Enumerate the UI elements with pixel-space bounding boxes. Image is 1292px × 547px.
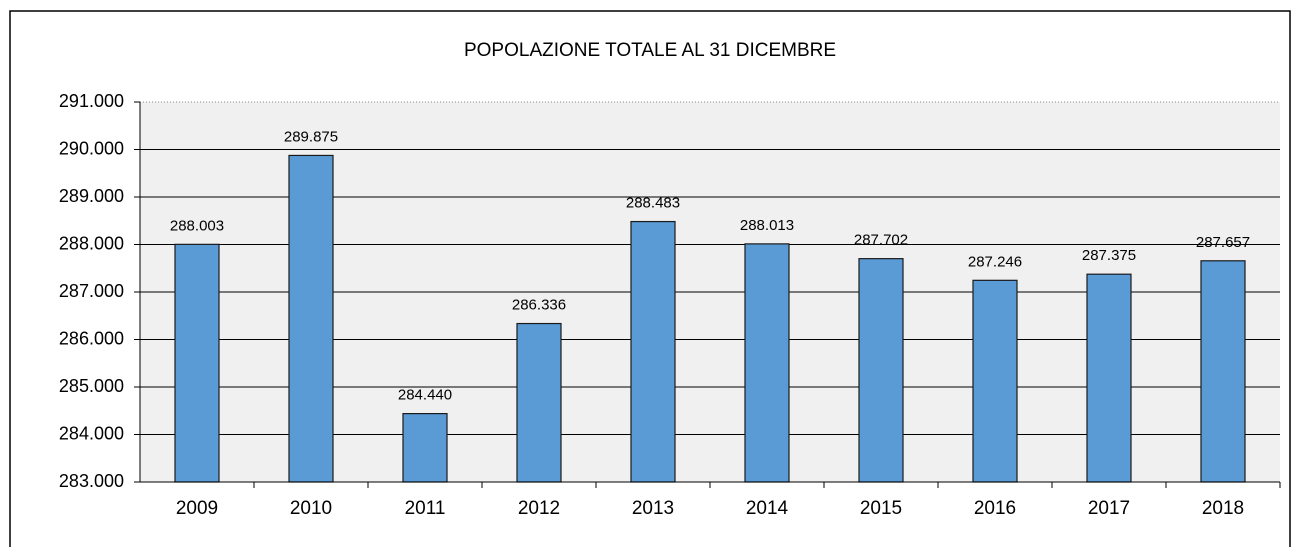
x-tick-label: 2014: [746, 498, 789, 519]
x-tick-label: 2013: [632, 498, 674, 519]
data-label: 287.702: [854, 232, 908, 249]
data-label: 287.375: [1082, 247, 1136, 264]
y-tick-label: 289.000: [59, 186, 124, 206]
bar: [174, 243, 220, 483]
data-label: 288.003: [170, 217, 224, 234]
y-tick-label: 284.000: [59, 423, 124, 443]
y-tick-label: 288.000: [59, 233, 124, 253]
y-tick-label: 290.000: [59, 138, 124, 158]
x-tick-label: 2016: [974, 498, 1016, 519]
x-tick-label: 2011: [405, 498, 446, 519]
bar: [744, 243, 790, 483]
bar: [1200, 260, 1246, 483]
bar: [288, 154, 334, 483]
data-label: 287.657: [1196, 234, 1250, 251]
bar: [402, 413, 448, 483]
x-tick-label: 2009: [176, 498, 218, 519]
chart-title: POPOLAZIONE TOTALE AL 31 DICEMBRE: [464, 40, 836, 61]
data-label: 288.483: [626, 195, 680, 212]
y-tick-label: 285.000: [59, 376, 124, 396]
data-label: 289.875: [284, 128, 338, 145]
data-label: 284.440: [398, 387, 452, 404]
x-tick-label: 2015: [860, 498, 902, 519]
y-tick-label: 291.000: [59, 91, 124, 111]
bar: [858, 258, 904, 483]
y-tick-label: 283.000: [59, 471, 124, 491]
data-label: 286.336: [512, 297, 566, 314]
chart-border: [9, 10, 1291, 547]
x-tick-label: 2017: [1088, 498, 1130, 519]
bar: [516, 322, 562, 483]
data-label: 287.246: [968, 253, 1022, 270]
x-tick-label: 2012: [518, 498, 560, 519]
bar: [1086, 273, 1132, 483]
data-label: 288.013: [740, 217, 794, 234]
bar: [972, 279, 1018, 483]
bar: [630, 220, 676, 483]
y-tick-label: 287.000: [59, 281, 124, 301]
x-tick-label: 2010: [290, 498, 332, 519]
x-tick-label: 2018: [1202, 498, 1244, 519]
y-tick-label: 286.000: [59, 328, 124, 348]
